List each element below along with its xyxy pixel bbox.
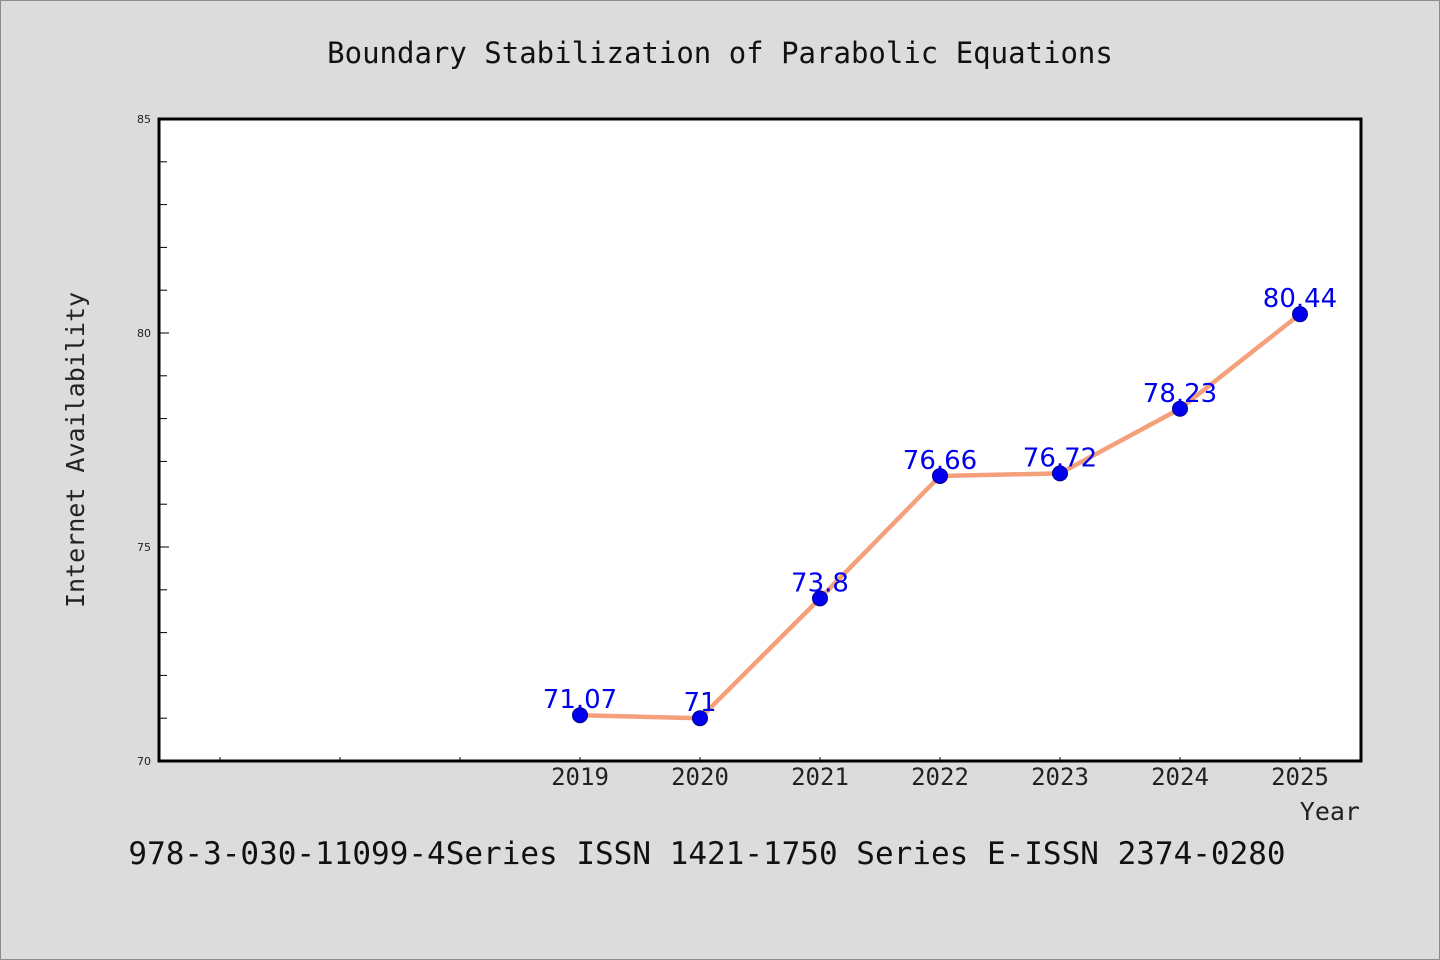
chart-title: Boundary Stabilization of Parabolic Equa…: [327, 36, 1113, 70]
data-label: 78.23: [1143, 379, 1217, 409]
x-axis-label: Year: [1300, 797, 1360, 826]
x-tick-label: 2019: [551, 763, 609, 791]
y-axis-label: Internet Availability: [61, 292, 90, 608]
data-point: [1172, 400, 1188, 417]
data-label-group: 71.07 71 73.8 76.66 76.72 78.23 80.44: [543, 284, 1337, 718]
x-axis-ticks: 2019 2020 2021 2022 2023 2024 2025: [219, 757, 1329, 791]
data-point: [1292, 306, 1308, 323]
x-tick-label: 2025: [1271, 763, 1329, 791]
x-tick-label: 2020: [671, 763, 729, 791]
data-label: 76.72: [1023, 443, 1097, 473]
data-label: 76.66: [903, 446, 977, 476]
x-tick-label: 2023: [1031, 763, 1089, 791]
y-tick-label: 70: [137, 755, 151, 768]
y-tick-label: 85: [137, 113, 151, 126]
data-label: 73.8: [791, 568, 849, 598]
plot-area: [157, 117, 1363, 763]
data-point: [692, 710, 708, 727]
data-label: 71: [683, 688, 716, 718]
x-tick-label: 2021: [791, 763, 849, 791]
series-line-group: [572, 306, 1308, 727]
data-label: 71.07: [543, 685, 617, 715]
y-axis-ticks: 70 75 80 85: [137, 113, 169, 768]
footer-isbn-text: 978-3-030-11099-4Series ISSN 1421-1750 S…: [128, 836, 1285, 872]
y-tick-label: 75: [137, 541, 151, 554]
data-point: [812, 590, 828, 607]
data-label: 80.44: [1263, 284, 1337, 314]
data-point: [932, 467, 948, 484]
data-point: [1052, 465, 1068, 482]
x-tick-label: 2024: [1151, 763, 1209, 791]
data-point: [572, 707, 588, 724]
x-tick-label: 2022: [911, 763, 969, 791]
y-tick-label: 80: [137, 327, 151, 340]
